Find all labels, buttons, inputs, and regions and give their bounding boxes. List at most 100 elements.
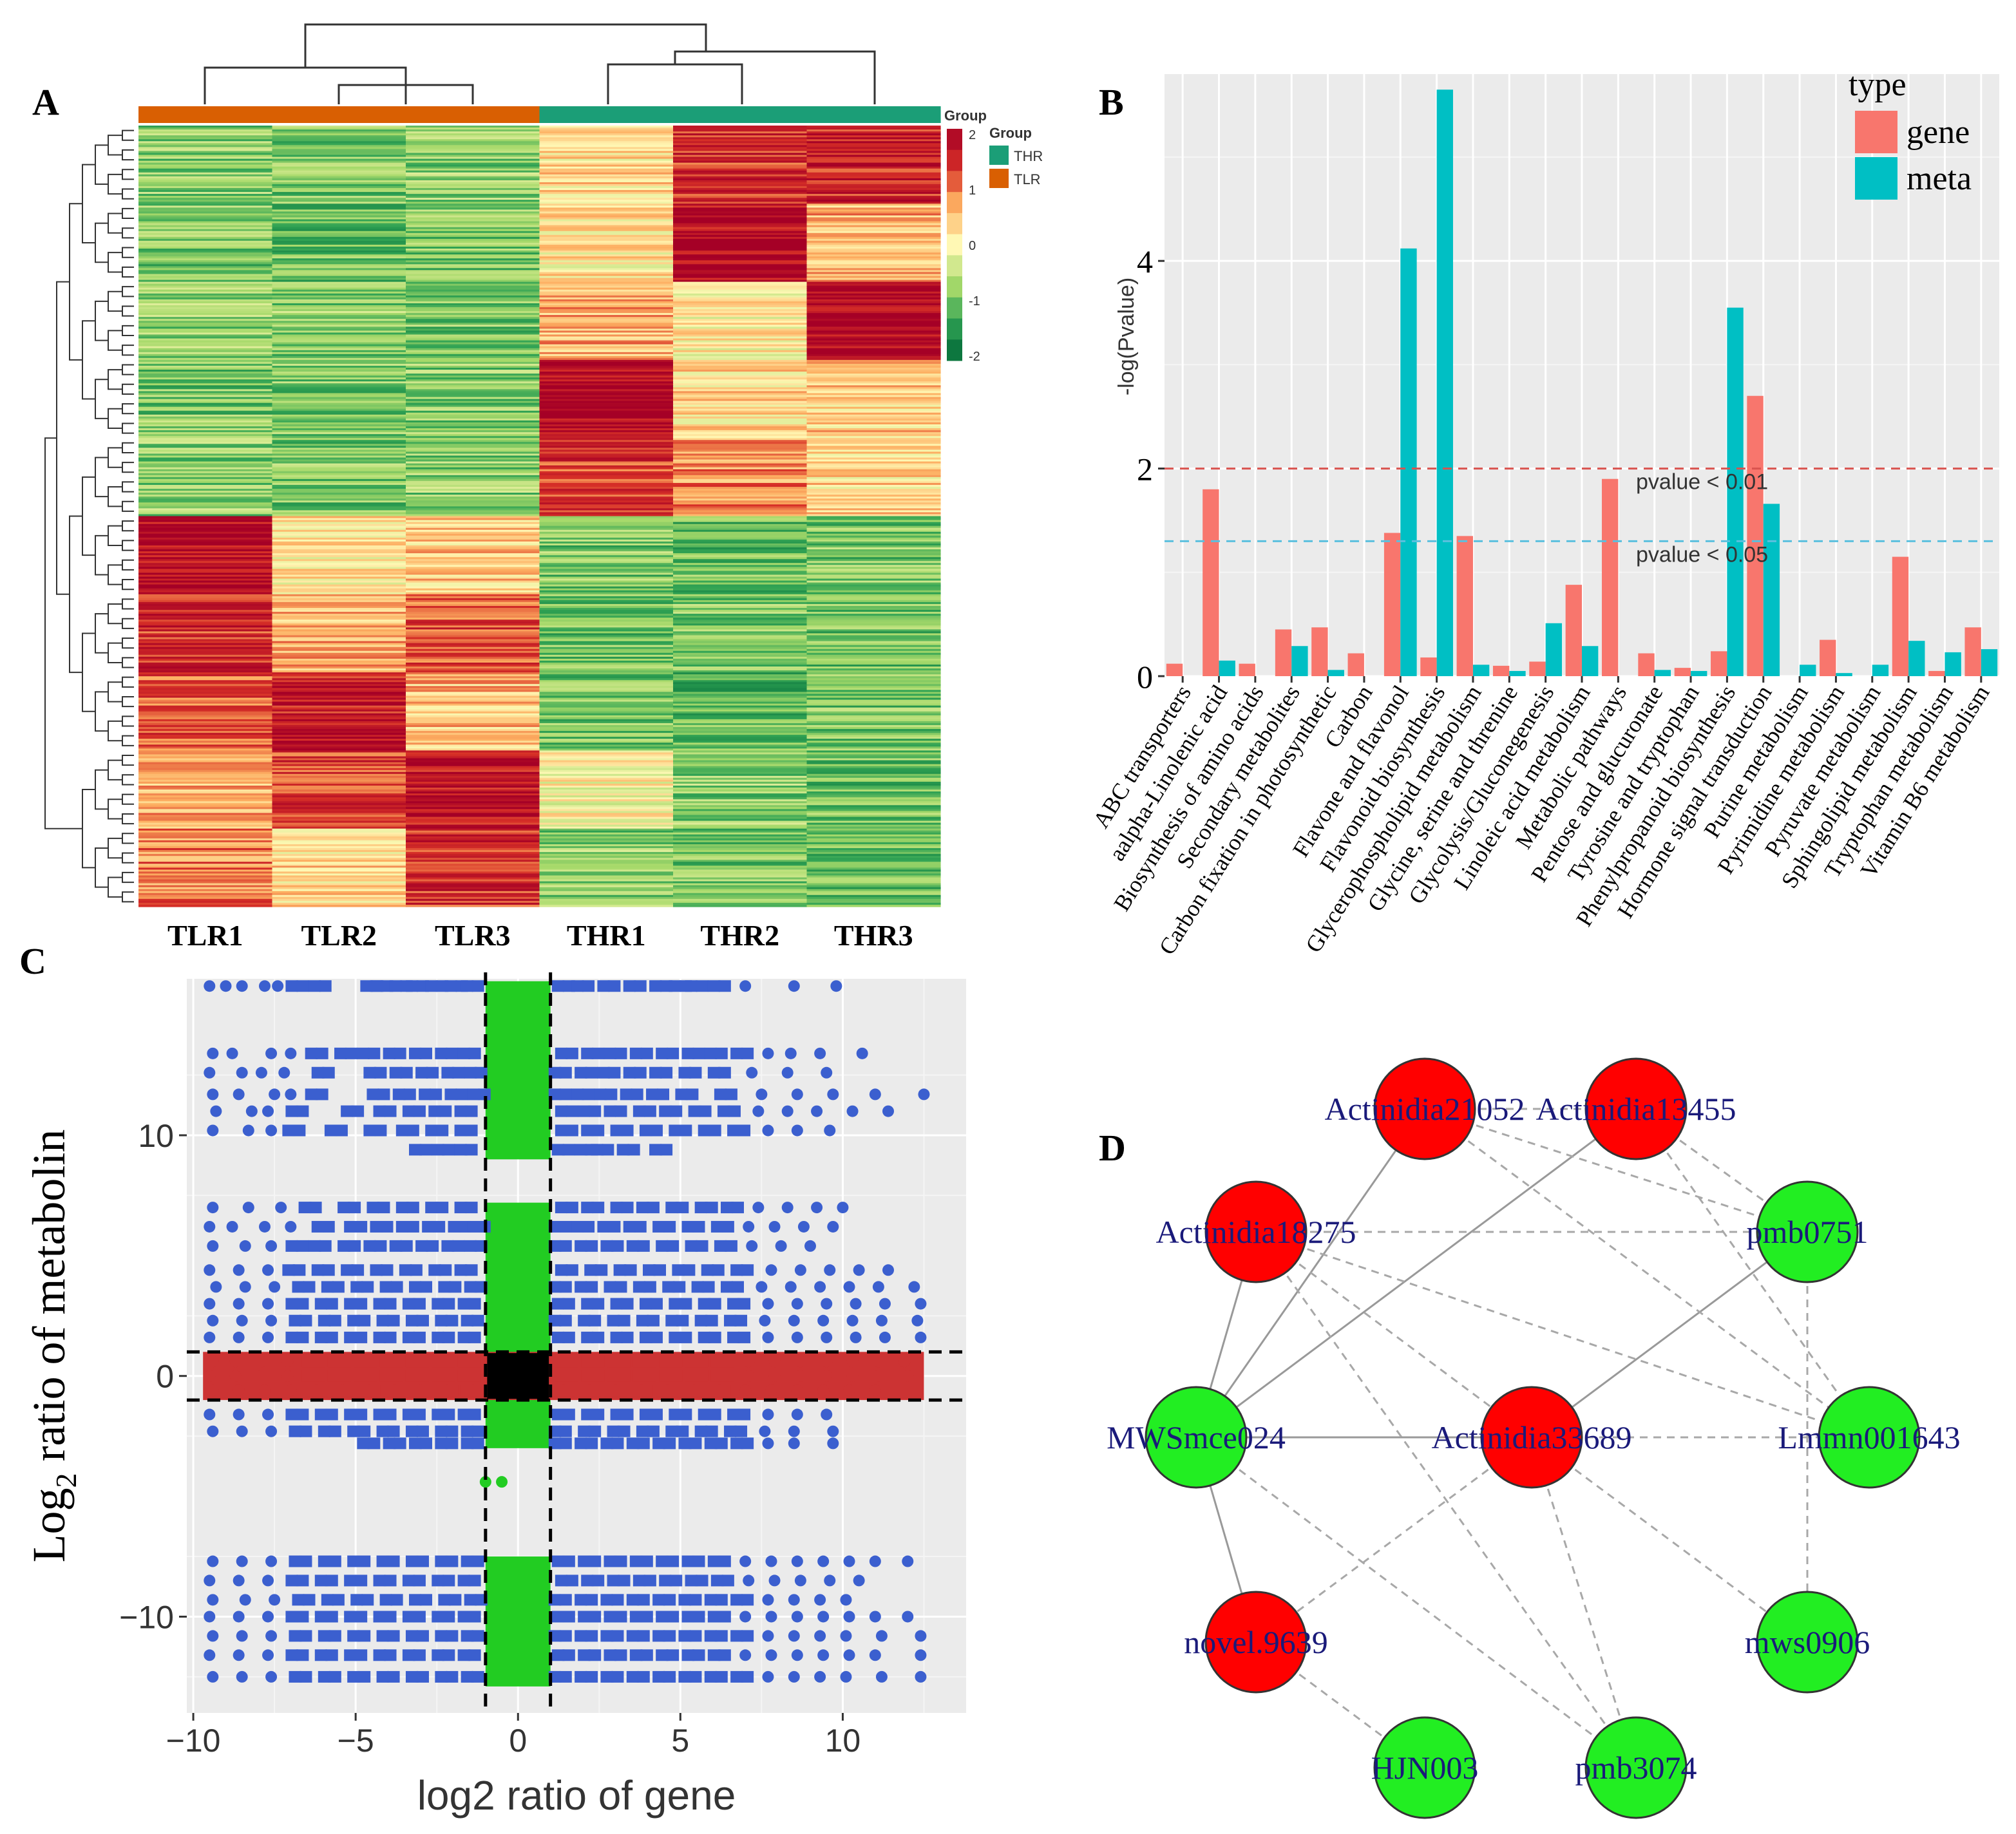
heatmap-cell bbox=[806, 352, 941, 355]
dendro-branch bbox=[82, 632, 95, 712]
data-point bbox=[685, 980, 708, 992]
heatmap-cell bbox=[272, 818, 406, 822]
heatmap-cell bbox=[406, 783, 540, 786]
heatmap-cell bbox=[138, 451, 273, 455]
heatmap-cell bbox=[539, 618, 674, 620]
heatmap-cell bbox=[138, 229, 273, 232]
bar-meta bbox=[1836, 673, 1852, 676]
data-point bbox=[869, 1385, 881, 1397]
data-point bbox=[850, 1298, 862, 1310]
bar-meta bbox=[1545, 623, 1563, 676]
heatmap-cell bbox=[406, 350, 540, 353]
heatmap-cell bbox=[806, 276, 941, 279]
heatmap-cell bbox=[673, 531, 808, 534]
heatmap-cell bbox=[138, 359, 273, 363]
data-point bbox=[636, 1314, 660, 1327]
heatmap-cell bbox=[406, 311, 540, 314]
heatmap-cell bbox=[406, 291, 540, 294]
heatmap-cell bbox=[406, 771, 540, 775]
heatmap-cell bbox=[138, 654, 273, 657]
heatmap-cell bbox=[806, 281, 941, 285]
data-point bbox=[370, 980, 394, 992]
heatmap-cell bbox=[272, 724, 406, 728]
heatmap-cell bbox=[673, 406, 808, 410]
heatmap-cell bbox=[406, 748, 540, 751]
heatmap-cell bbox=[272, 805, 406, 808]
heatmap-cell bbox=[673, 242, 808, 245]
data-point bbox=[639, 1298, 663, 1310]
data-point bbox=[821, 1298, 833, 1310]
heatmap-cell bbox=[539, 676, 674, 679]
heatmap-cell bbox=[138, 402, 273, 406]
heatmap-cell bbox=[138, 311, 273, 314]
heatmap-cell bbox=[272, 565, 406, 567]
heatmap-cell bbox=[806, 135, 941, 138]
heatmap-cell bbox=[272, 500, 406, 503]
heatmap-cell bbox=[673, 623, 808, 626]
heatmap-cell bbox=[673, 809, 808, 812]
data-point bbox=[656, 1240, 680, 1252]
heatmap-cell bbox=[272, 619, 406, 622]
heatmap-cell bbox=[806, 129, 941, 132]
heatmap-cell bbox=[806, 596, 941, 599]
heatmap-cell bbox=[272, 692, 406, 695]
data-point bbox=[681, 1385, 705, 1397]
heatmap-cell bbox=[673, 668, 808, 671]
heatmap-cell bbox=[406, 668, 540, 671]
heatmap-cell bbox=[806, 328, 941, 332]
heatmap-cell bbox=[272, 422, 406, 425]
heatmap-cell bbox=[539, 461, 674, 464]
heatmap-cell bbox=[673, 297, 808, 300]
heatmap-cell bbox=[806, 627, 941, 630]
heatmap-cell bbox=[539, 487, 674, 489]
heatmap-cell bbox=[673, 887, 808, 890]
bar-gene bbox=[1239, 663, 1255, 676]
heatmap-cell bbox=[806, 580, 941, 583]
heatmap-cell bbox=[806, 487, 941, 489]
data-point bbox=[278, 1066, 290, 1079]
heatmap-cell bbox=[806, 473, 941, 476]
heatmap-cell bbox=[673, 448, 808, 450]
heatmap-cell bbox=[673, 457, 808, 460]
heatmap-cell bbox=[673, 522, 808, 525]
heatmap-cell bbox=[138, 709, 273, 712]
heatmap-cell bbox=[138, 319, 273, 321]
heatmap-cell bbox=[806, 807, 941, 809]
heatmap-cell bbox=[673, 635, 808, 638]
heatmap-cell bbox=[539, 219, 674, 222]
heatmap-cell bbox=[806, 688, 941, 690]
heatmap-cell bbox=[539, 680, 674, 683]
heatmap-cell bbox=[272, 803, 406, 806]
heatmap-cell bbox=[272, 219, 406, 222]
heatmap-cell bbox=[138, 894, 273, 898]
heatmap-cell bbox=[539, 168, 674, 171]
heatmap-cell bbox=[806, 236, 941, 240]
heatmap-cell bbox=[406, 633, 540, 636]
heatmap-cell bbox=[138, 555, 273, 558]
heatmap-cell bbox=[673, 785, 808, 788]
heatmap-cell bbox=[406, 188, 540, 191]
heatmap-cell bbox=[406, 219, 540, 222]
data-point bbox=[347, 1670, 371, 1683]
heatmap-cell bbox=[272, 137, 406, 140]
heatmap-cell bbox=[539, 828, 674, 831]
data-point bbox=[432, 1574, 455, 1587]
heatmap-cell bbox=[806, 610, 941, 612]
heatmap-cell bbox=[272, 858, 406, 860]
heatmap-cell bbox=[806, 793, 941, 796]
heatmap-cell bbox=[406, 487, 540, 489]
heatmap-cell bbox=[272, 801, 406, 804]
heatmap-cell bbox=[673, 391, 808, 394]
heatmap-cell bbox=[406, 317, 540, 319]
heatmap-cell bbox=[406, 762, 540, 765]
heatmap-cell bbox=[406, 766, 540, 769]
heatmap-cell bbox=[673, 580, 808, 583]
heatmap-cell bbox=[806, 555, 941, 558]
heatmap-cell bbox=[539, 426, 674, 429]
heatmap-cell bbox=[406, 625, 540, 628]
heatmap-cell bbox=[806, 482, 941, 486]
group-legend-label: THR bbox=[1014, 148, 1043, 164]
data-point bbox=[204, 1370, 216, 1382]
data-point bbox=[756, 1281, 768, 1293]
heatmap-cell bbox=[406, 522, 540, 525]
